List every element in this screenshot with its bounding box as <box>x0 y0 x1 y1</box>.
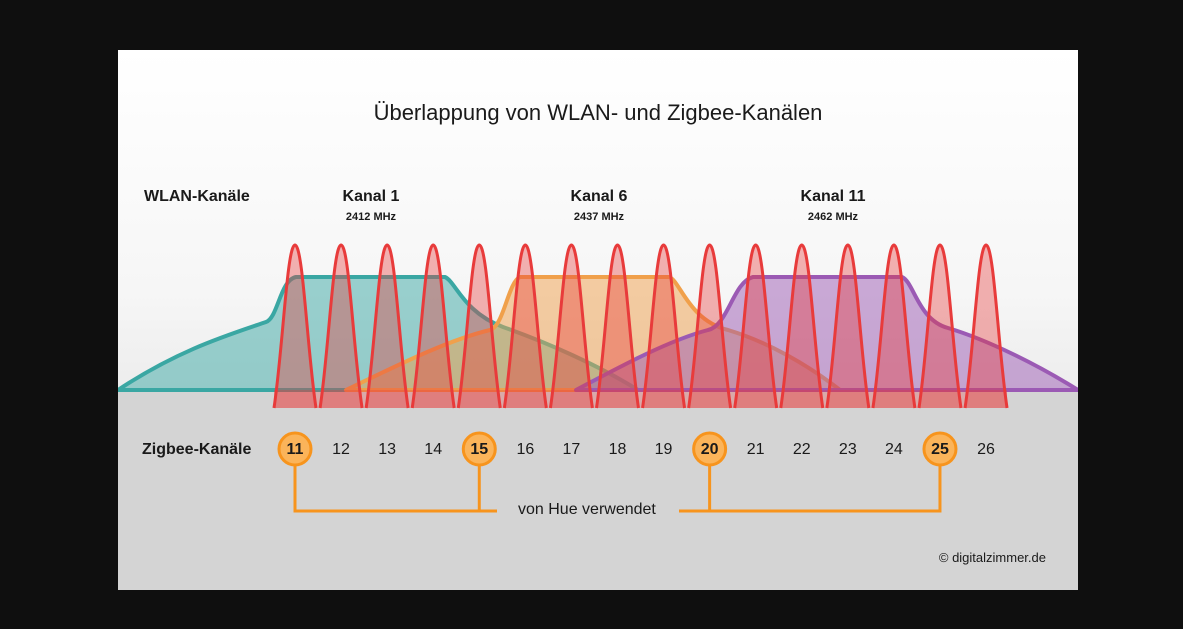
zigbee-peak-25 <box>917 243 963 409</box>
zigbee-channel-20: 20 <box>700 441 719 458</box>
hue-marker-11 <box>277 431 313 467</box>
wlan-channel-1-name: Kanal 1 <box>342 188 400 205</box>
zigbee-channel-19: 19 <box>654 441 673 458</box>
zigbee-channel-14: 14 <box>424 441 443 458</box>
zigbee-peak-17 <box>548 243 594 409</box>
diagram-title: Überlappung von WLAN- und Zigbee-Kanälen <box>373 100 823 125</box>
zigbee-peak-16 <box>502 243 548 409</box>
hue-marker-25 <box>922 431 958 467</box>
zigbee-peak-11 <box>272 243 318 409</box>
copyright: © digitalzimmer.de <box>938 550 1046 565</box>
zigbee-peak-24 <box>871 243 917 409</box>
wlan-channel-1-freq: 2412 MHz <box>345 211 397 223</box>
wlan-channel-6-name: Kanal 6 <box>570 188 628 205</box>
zigbee-band <box>274 390 1008 408</box>
zigbee-peak-13 <box>364 243 410 409</box>
zigbee-peak-14 <box>410 243 456 409</box>
hue-used-label: von Hue verwendet <box>518 501 656 518</box>
zigbee-channel-15: 15 <box>470 441 489 458</box>
zigbee-peak-12 <box>318 243 364 409</box>
zigbee-channel-24: 24 <box>885 441 903 458</box>
zigbee-peak-20 <box>687 243 733 409</box>
hue-marker-15 <box>461 431 497 467</box>
zigbee-peak-26 <box>963 243 1009 409</box>
zigbee-channel-18: 18 <box>608 441 627 458</box>
zigbee-peak-22 <box>779 243 825 409</box>
lower-band <box>118 390 1078 590</box>
zigbee-peak-19 <box>641 243 687 409</box>
zigbee-peak-18 <box>595 243 640 409</box>
zigbee-channel-21: 21 <box>746 441 765 458</box>
wlan-channel-11-freq: 2462 MHz <box>807 211 859 223</box>
overlap-chart <box>118 243 1078 590</box>
zigbee-channel-11: 11 <box>286 441 304 458</box>
zigbee-peak-23 <box>825 243 871 409</box>
zigbee-peak-15 <box>456 243 502 409</box>
wlan-channel-11-name: Kanal 11 <box>800 188 866 205</box>
wlan-channels-label: WLAN-Kanäle <box>144 188 250 205</box>
hue-connector-left <box>293 466 497 513</box>
zigbee-channel-26: 26 <box>977 441 995 458</box>
zigbee-channel-25: 25 <box>931 441 949 458</box>
diagram-panel: Überlappung von WLAN- und Zigbee-Kanälen… <box>118 50 1078 590</box>
hue-marker-20 <box>692 431 728 467</box>
zigbee-channels-label: Zigbee-Kanäle <box>142 441 252 458</box>
zigbee-channel-13: 13 <box>378 441 397 458</box>
zigbee-channel-12: 12 <box>332 441 350 458</box>
wlan-channel-6-freq: 2437 MHz <box>573 211 625 223</box>
zigbee-channel-16: 16 <box>516 441 535 458</box>
zigbee-channel-22: 22 <box>792 441 811 458</box>
hue-connector-right <box>679 466 942 513</box>
zigbee-channel-17: 17 <box>562 441 581 458</box>
zigbee-channel-23: 23 <box>838 441 857 458</box>
zigbee-peak-21 <box>733 243 779 409</box>
